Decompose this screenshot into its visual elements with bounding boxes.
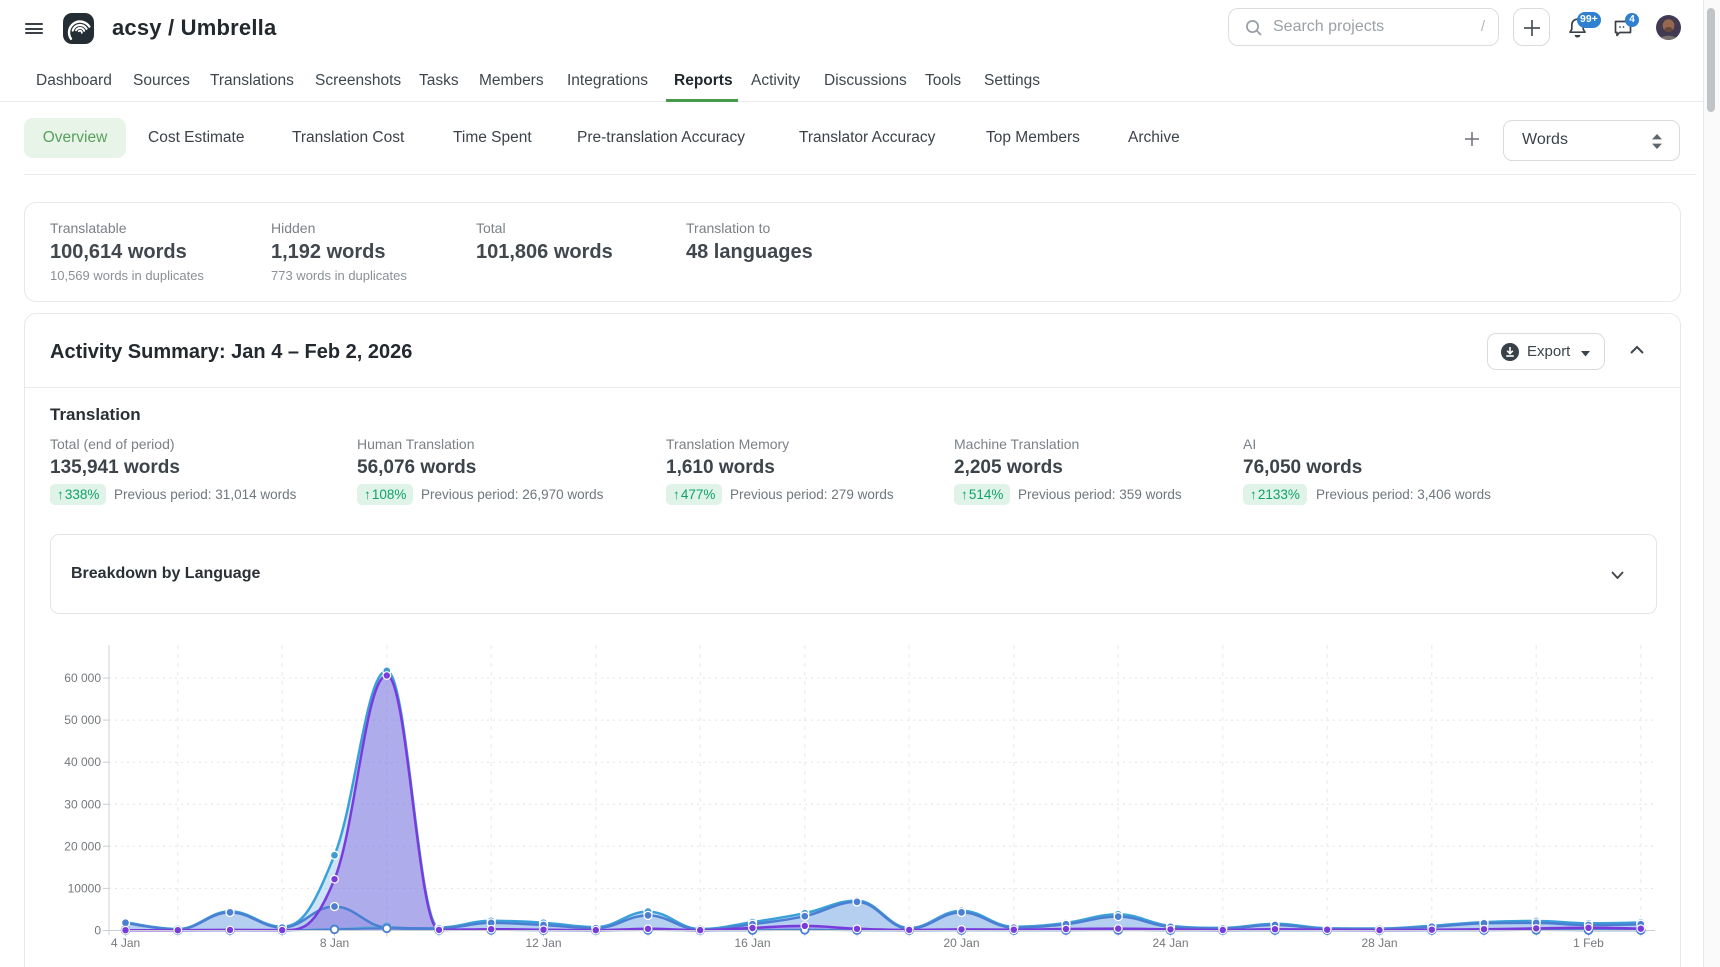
svg-text:1 Feb: 1 Feb (1573, 936, 1604, 950)
svg-text:4 Jan: 4 Jan (111, 936, 140, 950)
svg-text:16 Jan: 16 Jan (734, 936, 770, 950)
svg-text:8 Jan: 8 Jan (320, 936, 349, 950)
svg-text:20 000: 20 000 (64, 839, 101, 853)
svg-text:20 Jan: 20 Jan (943, 936, 979, 950)
svg-text:60 000: 60 000 (64, 671, 101, 685)
svg-text:0: 0 (94, 924, 101, 938)
svg-text:12 Jan: 12 Jan (525, 936, 561, 950)
svg-text:30 000: 30 000 (64, 797, 101, 811)
svg-text:10000: 10000 (68, 881, 102, 895)
svg-text:28 Jan: 28 Jan (1361, 936, 1397, 950)
svg-text:50 000: 50 000 (64, 713, 101, 727)
svg-text:24 Jan: 24 Jan (1152, 936, 1188, 950)
svg-text:40 000: 40 000 (64, 755, 101, 769)
